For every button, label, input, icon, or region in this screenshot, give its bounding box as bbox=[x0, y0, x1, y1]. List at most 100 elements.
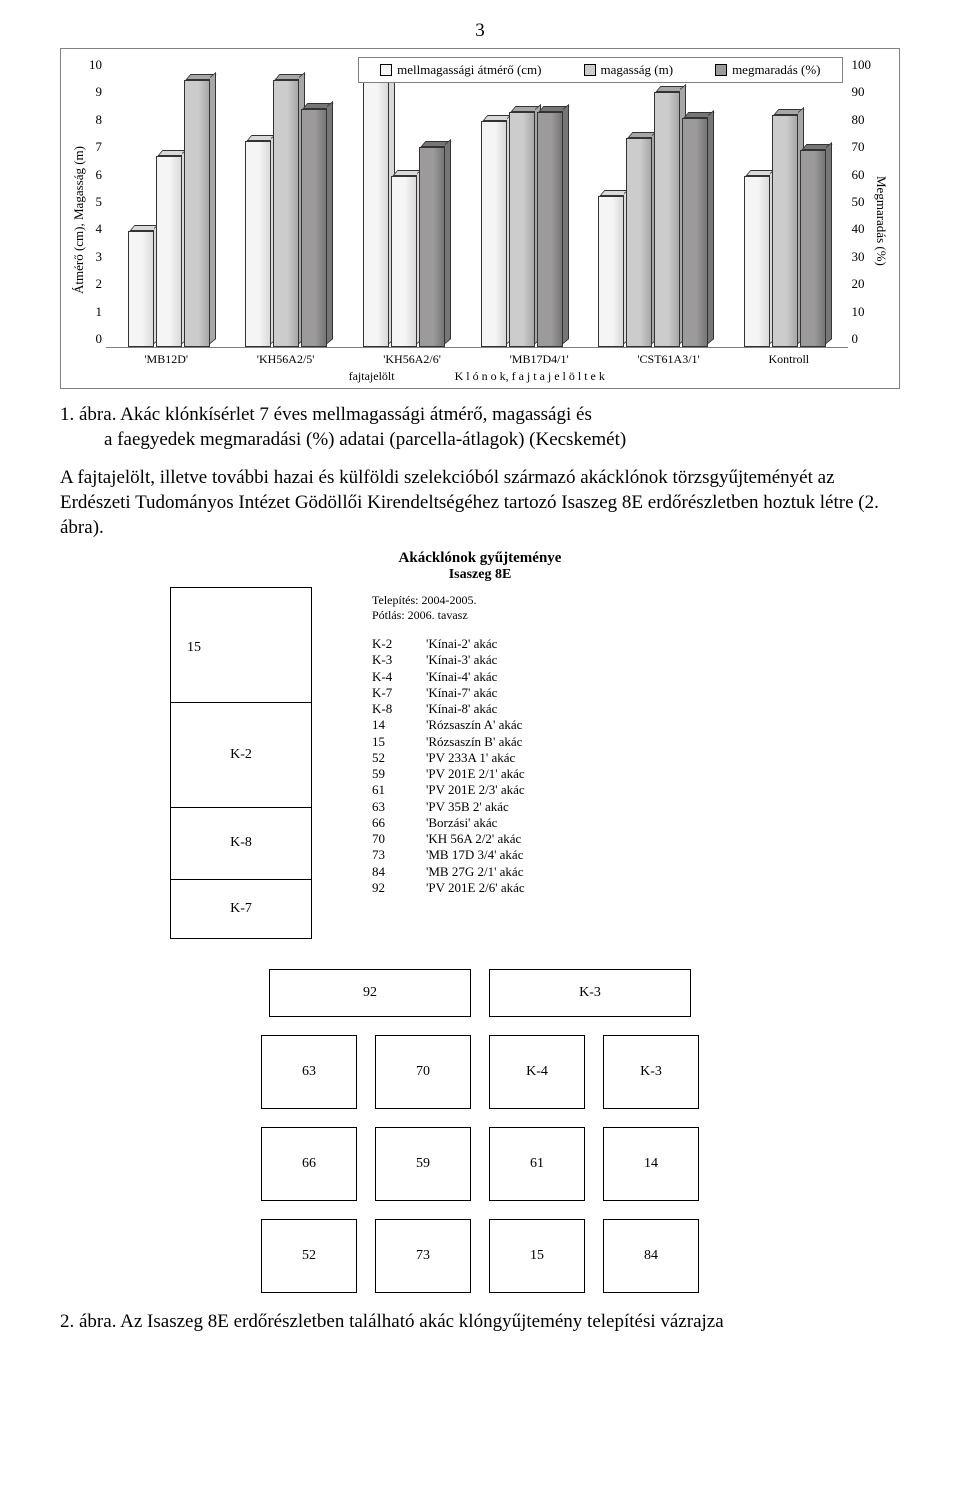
y-right-label: Megmaradás (%) bbox=[871, 176, 891, 266]
bar-group bbox=[481, 112, 563, 347]
x-tick-label: 'KH56A2/5' bbox=[257, 352, 315, 367]
y-right-tick: 70 bbox=[852, 139, 872, 155]
clone-list-row: 52'PV 233A 1' akác bbox=[372, 750, 790, 766]
plan-cell-15: 15 bbox=[187, 640, 201, 656]
plan-title: Akácklónok gyűjteménye bbox=[170, 550, 790, 567]
clone-name: 'Rózsaszín A' akác bbox=[426, 717, 522, 733]
legend-swatch bbox=[715, 64, 727, 76]
plan-block: 66 bbox=[261, 1127, 357, 1201]
y-left-tick: 4 bbox=[89, 221, 102, 237]
clone-code: 66 bbox=[372, 815, 406, 831]
clone-list-row: 92'PV 201E 2/6' akác bbox=[372, 880, 790, 896]
clone-code: K-4 bbox=[372, 669, 406, 685]
bar bbox=[626, 138, 652, 347]
y-left-tick: 10 bbox=[89, 57, 102, 73]
bar bbox=[301, 109, 327, 347]
y-right-tick: 80 bbox=[852, 112, 872, 128]
bar bbox=[363, 77, 389, 347]
clone-name: 'Rózsaszín B' akác bbox=[426, 734, 522, 750]
clone-code: 61 bbox=[372, 782, 406, 798]
clone-code: 59 bbox=[372, 766, 406, 782]
plan-block: 92 bbox=[269, 969, 471, 1017]
clone-list-row: 70 'KH 56A 2/2' akác bbox=[372, 831, 790, 847]
y-left-tick: 6 bbox=[89, 167, 102, 183]
clone-code: 70 bbox=[372, 831, 406, 847]
clone-code: 92 bbox=[372, 880, 406, 896]
bar-chart: Átmérő (cm), Magasság (m) 109876543210 m… bbox=[60, 48, 900, 389]
x-sub-left: fajtajelölt bbox=[349, 369, 395, 384]
bar bbox=[419, 147, 445, 347]
x-axis-labels: 'MB12D''KH56A2/5''KH56A2/6''MB17D4/1''CS… bbox=[106, 348, 848, 367]
x-axis-subtitle: fajtajelölt K l ó n o k, f a j t a j e l… bbox=[106, 369, 848, 384]
y-left-tick: 0 bbox=[89, 331, 102, 347]
bar bbox=[800, 150, 826, 347]
clone-code: 63 bbox=[372, 799, 406, 815]
plan-left-column: 15 K-2 K-8 K-7 bbox=[170, 587, 312, 939]
y-left-tick: 3 bbox=[89, 249, 102, 265]
plan-block: 14 bbox=[603, 1127, 699, 1201]
plan-blocks: 92K-3 6370K-4K-3 66596114 52731584 bbox=[170, 969, 790, 1293]
y-left-label: Átmérő (cm), Magasság (m) bbox=[69, 146, 89, 294]
plan-block: 73 bbox=[375, 1219, 471, 1293]
clone-list-row: 66'Borzási' akác bbox=[372, 815, 790, 831]
y-right-tick: 100 bbox=[852, 57, 872, 73]
bar bbox=[772, 115, 798, 347]
bar bbox=[654, 92, 680, 347]
y-left-tick: 9 bbox=[89, 84, 102, 100]
clone-list-row: K-3'Kínai-3' akác bbox=[372, 652, 790, 668]
legend-swatch bbox=[380, 64, 392, 76]
plan-meta-2: Pótlás: 2006. tavasz bbox=[372, 608, 790, 622]
clone-list-row: K-4 'Kínai-4' akác bbox=[372, 669, 790, 685]
clone-name: 'PV 201E 2/3' akác bbox=[426, 782, 525, 798]
caption-line-2: a faegyedek megmaradási (%) adatai (parc… bbox=[60, 428, 900, 453]
bar bbox=[481, 121, 507, 347]
y-right-tick: 0 bbox=[852, 331, 872, 347]
plan-block: 63 bbox=[261, 1035, 357, 1109]
clone-list-row: 15 'Rózsaszín B' akác bbox=[372, 734, 790, 750]
block-row-2: 6370K-4K-3 bbox=[170, 1035, 790, 1109]
clone-name: 'KH 56A 2/2' akác bbox=[426, 831, 521, 847]
x-tick-label: 'MB12D' bbox=[144, 352, 188, 367]
plot-area: mellmagassági átmérő (cm)magasság (m)meg… bbox=[106, 57, 848, 348]
bar bbox=[682, 118, 708, 347]
legend-label: magasság (m) bbox=[601, 62, 674, 78]
clone-name: 'PV 35B 2' akác bbox=[426, 799, 509, 815]
y-right-tick: 90 bbox=[852, 84, 872, 100]
y-right-tick: 10 bbox=[852, 304, 872, 320]
clone-list-row: 63 'PV 35B 2' akác bbox=[372, 799, 790, 815]
chart-legend: mellmagassági átmérő (cm)magasság (m)meg… bbox=[358, 57, 842, 83]
y-right-ticks: 1009080706050403020100 bbox=[848, 57, 872, 347]
clone-code: K-7 bbox=[372, 685, 406, 701]
legend-label: mellmagassági átmérő (cm) bbox=[397, 62, 541, 78]
figure-2-caption: 2. ábra. Az Isaszeg 8E erdőrészletben ta… bbox=[60, 1311, 900, 1333]
y-left-ticks: 109876543210 bbox=[89, 57, 106, 347]
clone-name: 'PV 233A 1' akác bbox=[426, 750, 515, 766]
legend-swatch bbox=[584, 64, 596, 76]
plan-block: 70 bbox=[375, 1035, 471, 1109]
bar bbox=[391, 176, 417, 347]
clone-code: K-3 bbox=[372, 652, 406, 668]
bar bbox=[273, 80, 299, 347]
y-left-tick: 5 bbox=[89, 194, 102, 210]
clone-name: 'Kínai-4' akác bbox=[426, 669, 497, 685]
plan-figure: Akácklónok gyűjteménye Isaszeg 8E 15 K-2… bbox=[170, 550, 790, 1293]
bar-group bbox=[128, 80, 210, 347]
plan-block: 61 bbox=[489, 1127, 585, 1201]
bar-group bbox=[245, 80, 327, 347]
clone-code: 15 bbox=[372, 734, 406, 750]
x-tick-label: Kontroll bbox=[768, 352, 809, 367]
plan-block: 15 bbox=[489, 1219, 585, 1293]
clone-list-row: 73'MB 17D 3/4' akác bbox=[372, 847, 790, 863]
bar bbox=[744, 176, 770, 347]
clone-code: K-2 bbox=[372, 636, 406, 652]
bar-group bbox=[363, 77, 445, 347]
bar bbox=[537, 112, 563, 347]
plan-cell-k7: K-7 bbox=[171, 879, 311, 938]
y-right-tick: 60 bbox=[852, 167, 872, 183]
clone-list-row: 61 'PV 201E 2/3' akác bbox=[372, 782, 790, 798]
x-tick-label: 'MB17D4/1' bbox=[510, 352, 569, 367]
clone-name: 'Kínai-8' akác bbox=[426, 701, 497, 717]
plan-block: K-3 bbox=[603, 1035, 699, 1109]
y-left-tick: 1 bbox=[89, 304, 102, 320]
clone-name: 'MB 27G 2/1' akác bbox=[426, 864, 523, 880]
